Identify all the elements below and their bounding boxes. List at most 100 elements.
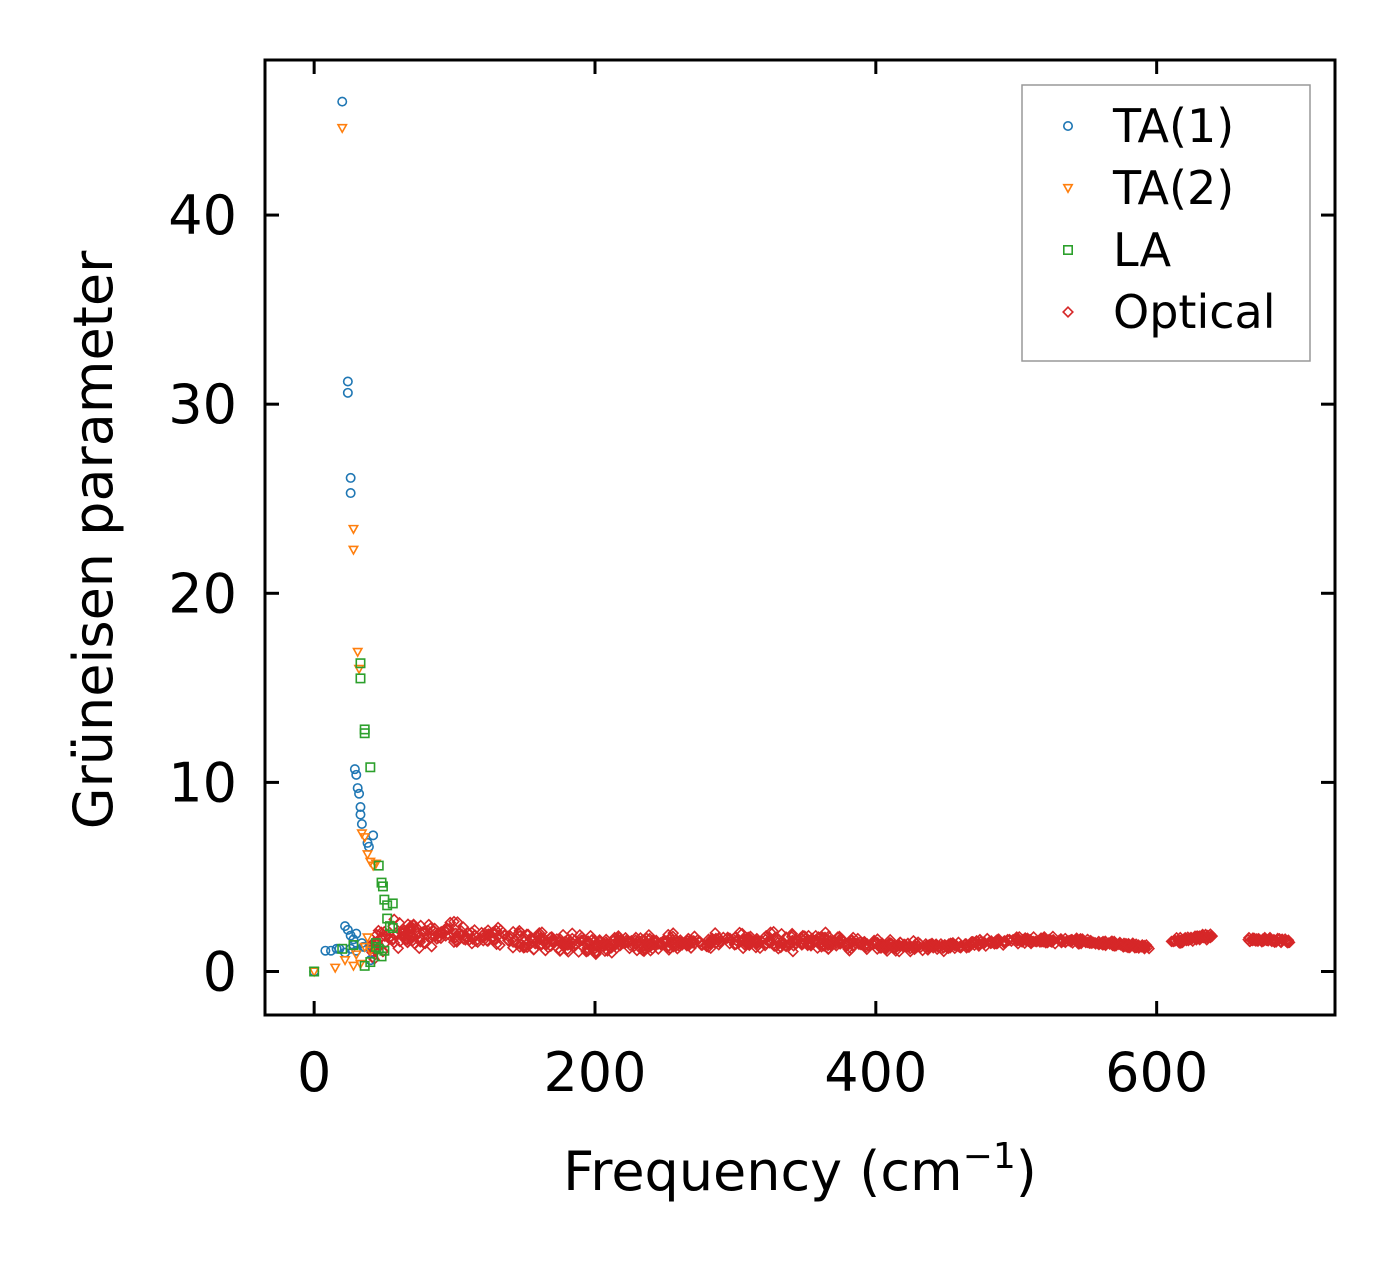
optical-point [854, 936, 867, 949]
ta-2--point [347, 524, 360, 535]
ta-1--point [345, 488, 356, 499]
optical-point [702, 936, 715, 949]
optical-point [421, 924, 434, 937]
ta-1--point [337, 96, 348, 107]
optical-point [759, 933, 772, 946]
optical-point [1183, 932, 1196, 945]
x-axis-label-superscript: −1 [963, 1136, 1016, 1177]
optical-point [880, 941, 893, 954]
optical-point [835, 932, 848, 945]
optical-point [933, 941, 946, 953]
optical-point [954, 939, 967, 952]
optical-point [1064, 935, 1077, 948]
optical-point [436, 926, 449, 939]
optical-point [809, 929, 822, 942]
ta-1--point [368, 830, 379, 841]
optical-point [502, 930, 515, 943]
legend-marker-optical [1062, 306, 1074, 318]
optical-point [744, 936, 756, 949]
optical-point [1167, 935, 1180, 948]
optical-point [387, 932, 400, 945]
optical-point [1054, 935, 1067, 947]
optical-point [877, 941, 890, 954]
la-point [348, 940, 359, 951]
ta-2--point [353, 664, 365, 675]
optical-point [1256, 934, 1269, 947]
optical-point [736, 927, 749, 940]
optical-point [790, 937, 803, 950]
optical-point [658, 936, 671, 949]
la-point [359, 960, 370, 971]
optical-point [402, 928, 415, 941]
optical-point [1268, 936, 1281, 949]
optical-point [608, 931, 621, 944]
la-point [387, 923, 398, 934]
optical-point [727, 932, 740, 945]
optical-point [1019, 934, 1032, 947]
ta-2--point [339, 955, 351, 967]
optical-point [669, 933, 682, 946]
ta-1--point [356, 818, 367, 829]
optical-point [1010, 931, 1023, 944]
la-point [384, 921, 395, 932]
optical-point [1136, 938, 1149, 951]
optical-point [480, 934, 493, 947]
y-axis-label: Grüneisen parameter [62, 250, 125, 829]
optical-point [869, 936, 882, 949]
optical-point [590, 945, 603, 958]
optical-point [522, 928, 535, 941]
la-point [376, 951, 387, 962]
optical-point [498, 929, 511, 942]
series-optical [364, 913, 1296, 966]
optical-point [786, 945, 799, 958]
la-point [382, 900, 393, 911]
optical-point [743, 933, 756, 946]
la-point [355, 673, 366, 684]
optical-point [988, 937, 1001, 950]
optical-point [527, 943, 540, 956]
optical-point [1001, 933, 1014, 946]
la-point [377, 881, 388, 892]
la-point [373, 860, 384, 871]
x-tick-label: 400 [824, 1041, 927, 1104]
optical-point [401, 936, 414, 949]
optical-point [448, 915, 460, 928]
optical-point [468, 929, 481, 942]
optical-point [1170, 931, 1183, 944]
optical-point [923, 938, 935, 951]
legend-marker-la [1063, 245, 1074, 256]
optical-point [921, 942, 934, 955]
ta-1--point [349, 764, 360, 775]
optical-point [625, 934, 638, 947]
la-point [337, 943, 348, 954]
optical-point [892, 939, 905, 952]
legend-label: LA [1113, 223, 1172, 277]
optical-point [552, 942, 564, 955]
optical-point [393, 916, 406, 929]
optical-point [517, 941, 530, 954]
optical-point [654, 936, 667, 949]
optical-point [774, 941, 787, 954]
optical-point [834, 937, 847, 950]
optical-point [1105, 935, 1118, 948]
optical-point [776, 938, 789, 951]
optical-point [673, 940, 686, 953]
axis-ticks: 0 200 400 600 0 10 20 30 40 [168, 60, 1335, 1104]
optical-point [1169, 934, 1182, 947]
optical-point [1074, 932, 1087, 945]
optical-point [489, 927, 502, 940]
optical-point [546, 933, 559, 946]
series-ta-1- [309, 96, 379, 977]
optical-point [968, 939, 981, 952]
optical-point [521, 941, 534, 954]
ta-1--point [355, 809, 366, 820]
optical-point [1098, 937, 1111, 950]
legend-label: Optical [1113, 285, 1275, 339]
ta-2--point [361, 933, 374, 944]
optical-point [851, 932, 864, 945]
optical-point [674, 934, 687, 947]
optical-point [422, 918, 435, 931]
la-point [309, 966, 320, 977]
optical-point [709, 932, 722, 945]
optical-point [488, 933, 501, 946]
